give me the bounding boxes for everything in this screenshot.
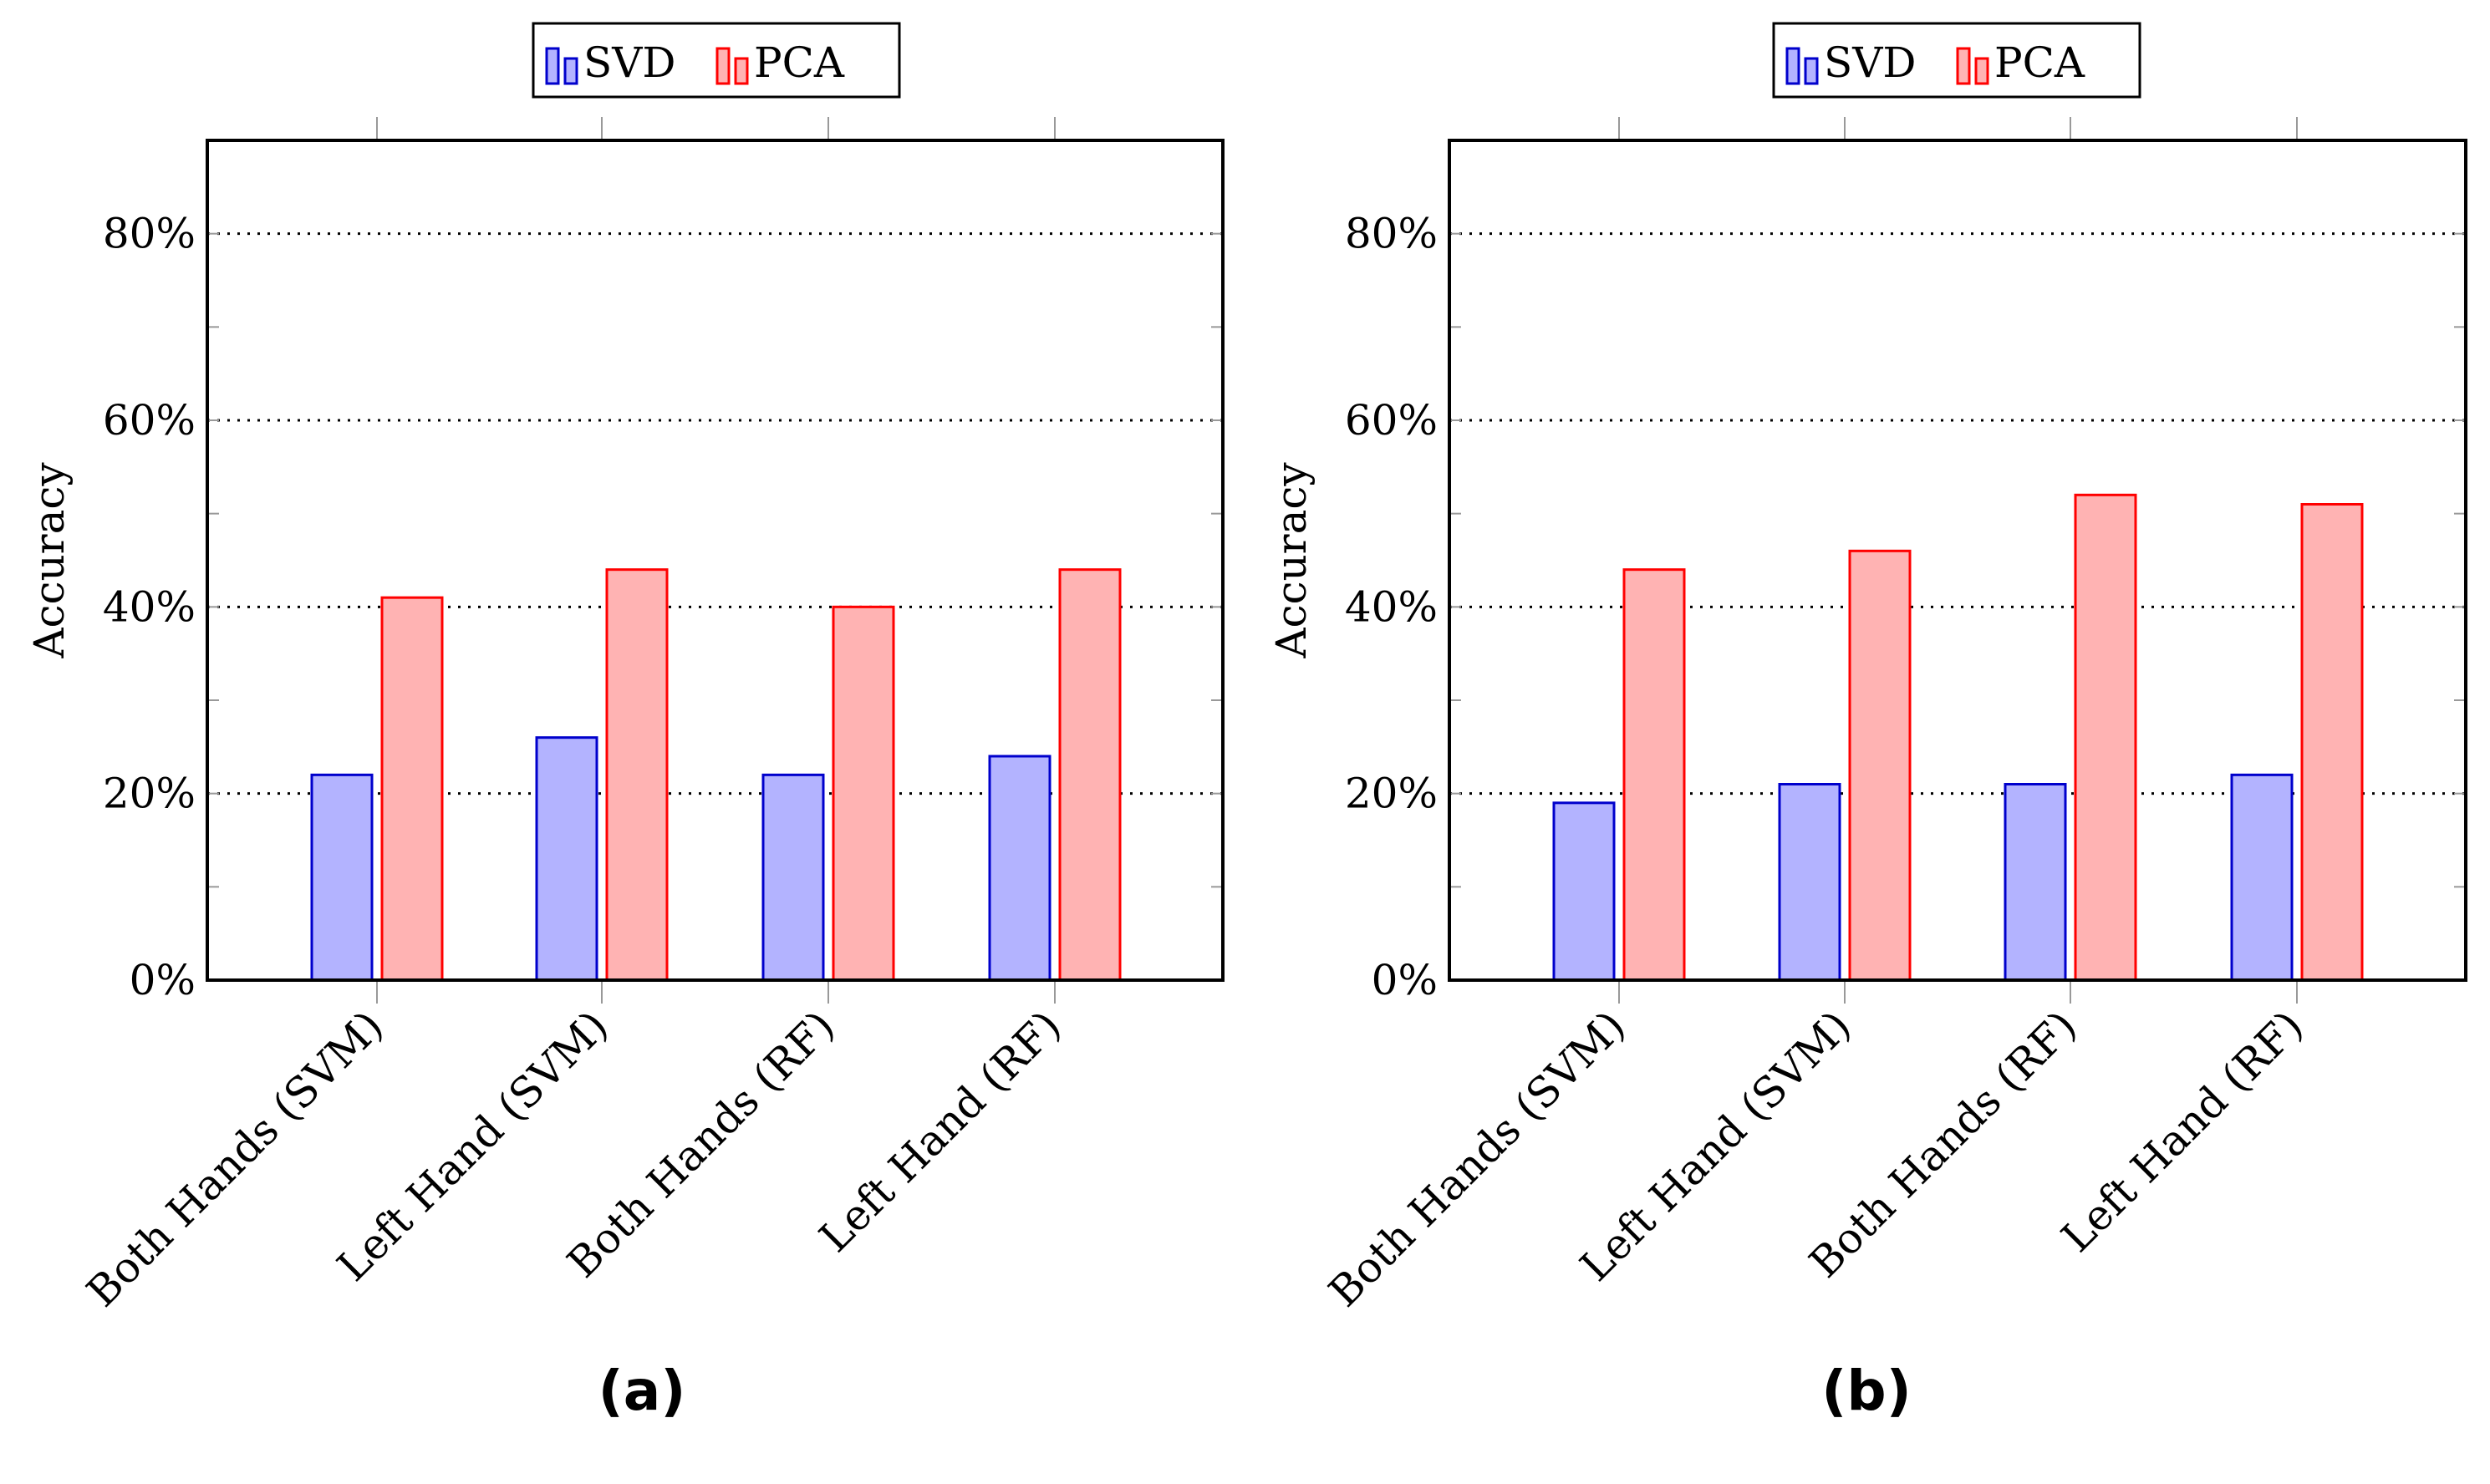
legend: SVD PCA bbox=[1772, 22, 2141, 99]
y-tick-label: 0% bbox=[130, 956, 196, 1004]
bar-svd-4 bbox=[2230, 773, 2294, 982]
y-tick-label: 20% bbox=[1345, 770, 1438, 818]
y-tick-label: 40% bbox=[103, 582, 196, 631]
bar-pca-1 bbox=[1622, 568, 1686, 982]
legend-swatch-svd bbox=[1785, 47, 1800, 85]
plot-frame bbox=[1448, 139, 2467, 982]
bar-svd-2 bbox=[535, 736, 598, 982]
legend-label-pca: PCA bbox=[1994, 38, 2085, 87]
legend-swatch-svd bbox=[545, 47, 560, 85]
legend-swatch-svd bbox=[1804, 57, 1819, 85]
bar-pca-4 bbox=[2300, 503, 2364, 982]
bar-svd-2 bbox=[1778, 783, 1841, 982]
legend-label-pca: PCA bbox=[754, 38, 845, 87]
bar-svd-1 bbox=[310, 773, 374, 982]
y-axis-label: Accuracy bbox=[25, 462, 74, 659]
bar-svd-3 bbox=[761, 773, 825, 982]
y-axis-label: Accuracy bbox=[1267, 462, 1316, 659]
x-tick-label: Left Hand (RF) bbox=[2052, 1001, 2312, 1261]
legend-label-svd: SVD bbox=[1824, 38, 1916, 87]
y-tick-label: 80% bbox=[103, 210, 196, 258]
bar-pca-4 bbox=[1058, 568, 1122, 982]
bar-pca-3 bbox=[2074, 493, 2137, 982]
bar-svd-4 bbox=[988, 755, 1052, 982]
y-tick-label: 60% bbox=[1345, 396, 1438, 445]
legend-swatch-svd bbox=[563, 57, 578, 85]
bar-pca-3 bbox=[832, 605, 895, 982]
y-tick-label: 0% bbox=[1372, 956, 1438, 1004]
plot-frame bbox=[206, 139, 1225, 982]
legend: SVD PCA bbox=[532, 22, 901, 99]
y-tick-label: 80% bbox=[1345, 210, 1438, 258]
bar-svd-3 bbox=[2004, 783, 2067, 982]
y-tick-label: 20% bbox=[103, 770, 196, 818]
bar-pca-1 bbox=[380, 596, 444, 982]
panel-label: (a) bbox=[598, 1359, 686, 1423]
y-tick-label: 60% bbox=[103, 396, 196, 445]
legend-swatch-pca bbox=[715, 47, 731, 85]
legend-swatch-pca bbox=[734, 57, 749, 85]
bar-pca-2 bbox=[1848, 549, 1912, 982]
x-tick-label: Left Hand (RF) bbox=[810, 1001, 1070, 1261]
y-tick-label: 40% bbox=[1345, 582, 1438, 631]
bar-svd-1 bbox=[1552, 801, 1616, 982]
legend-swatch-pca bbox=[1974, 57, 1989, 85]
legend-swatch-pca bbox=[1956, 47, 1971, 85]
panel-label: (b) bbox=[1821, 1359, 1912, 1423]
bar-pca-2 bbox=[605, 568, 669, 982]
legend-label-svd: SVD bbox=[583, 38, 675, 87]
